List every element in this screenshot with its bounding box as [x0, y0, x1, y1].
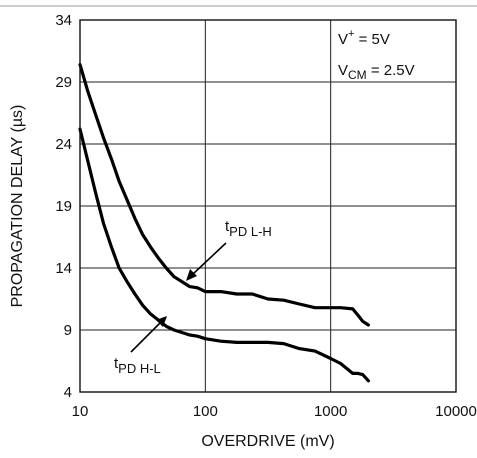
series-label-tpd-lh: tPD L-H	[225, 218, 272, 239]
x-tick-label: 1000	[314, 403, 347, 420]
y-tick-label: 34	[55, 12, 72, 29]
x-tick-label: 100	[193, 403, 218, 420]
x-axis-title: OVERDRIVE (mV)	[201, 433, 334, 450]
y-tick-label: 29	[55, 74, 72, 91]
condition-common-mode: VCM = 2.5V	[338, 62, 415, 82]
label-tpd-hl: tPD H-L	[114, 316, 167, 376]
condition-box: V+ = 5V VCM = 2.5V	[338, 28, 415, 82]
series-label-tpd-hl: tPD H-L	[114, 355, 161, 376]
tick-labels: 4 9 14 19 24 29 34 10 100 1000 10000	[55, 12, 477, 420]
series-line-tpd-hl	[78, 127, 370, 383]
x-tick-label: 10000	[435, 403, 477, 420]
curves	[78, 62, 370, 383]
arrow-tpd-lh	[192, 242, 227, 275]
x-tick-label: 10	[72, 403, 89, 420]
y-axis-title: PROPAGATION DELAY (µs)	[9, 105, 26, 308]
y-tick-label: 9	[64, 322, 72, 339]
series-line-tpd-lh	[78, 62, 370, 327]
arrowhead-tpd-lh	[186, 269, 197, 281]
grid	[80, 20, 456, 392]
condition-supply: V+ = 5V	[338, 28, 390, 48]
label-tpd-lh: tPD L-H	[186, 218, 272, 281]
y-tick-label: 4	[64, 384, 72, 401]
plot-frame	[79, 19, 457, 393]
arrow-tpd-hl	[130, 322, 161, 353]
arrowhead-tpd-hl	[156, 316, 167, 327]
y-tick-label: 14	[55, 260, 72, 277]
y-tick-label: 24	[55, 136, 72, 153]
y-tick-label: 19	[55, 198, 72, 215]
